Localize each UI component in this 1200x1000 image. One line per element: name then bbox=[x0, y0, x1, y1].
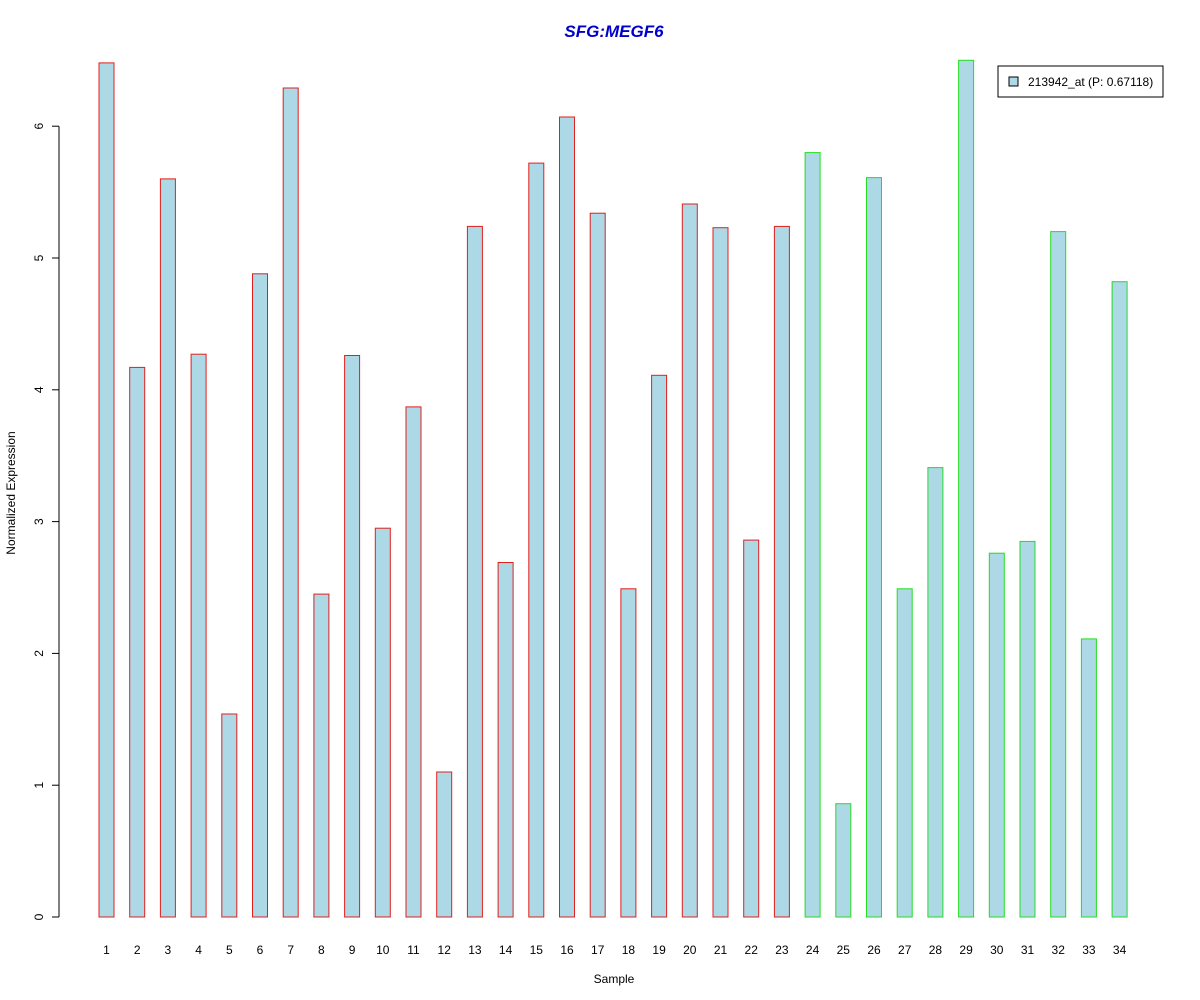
x-tick-label: 2 bbox=[134, 943, 141, 957]
bar-sample-28 bbox=[927, 467, 944, 918]
legend-box bbox=[997, 65, 1164, 98]
x-tick-label: 24 bbox=[806, 943, 820, 957]
bar-sample-31 bbox=[1019, 540, 1036, 918]
bar-sample-13 bbox=[466, 225, 483, 918]
bar-sample-18 bbox=[620, 588, 637, 918]
x-tick-label: 28 bbox=[929, 943, 943, 957]
bar-sample-26 bbox=[866, 177, 882, 918]
bar-sample-10 bbox=[374, 527, 391, 918]
x-tick-labels: 1 2 3 4 5 6 7 8 9 10 11 12 13 14 15 16 17 18 19 20 21 22 23 24 2… bbox=[103, 943, 1126, 957]
bar-sample-1 bbox=[98, 62, 115, 918]
bar-sample-22 bbox=[743, 539, 760, 918]
x-axis-label: Sample bbox=[594, 972, 635, 986]
x-tick-label: 10 bbox=[376, 943, 390, 957]
x-tick-label: 7 bbox=[287, 943, 294, 957]
legend-swatch bbox=[1008, 76, 1019, 87]
y-tick-label: 1 bbox=[32, 782, 46, 789]
x-tick-label: 21 bbox=[714, 943, 728, 957]
legend: 213942_at (P: 0.67118) bbox=[997, 65, 1164, 98]
y-tick-label: 4 bbox=[32, 386, 46, 393]
x-tick-label: 1 bbox=[103, 943, 110, 957]
bar-sample-14 bbox=[497, 562, 514, 918]
bar-sample-4 bbox=[190, 353, 207, 918]
x-tick-label: 15 bbox=[530, 943, 544, 957]
x-tick-label: 32 bbox=[1052, 943, 1066, 957]
x-tick-label: 25 bbox=[837, 943, 851, 957]
x-tick-label: 19 bbox=[652, 943, 666, 957]
bar-sample-19 bbox=[651, 374, 668, 918]
x-tick-label: 29 bbox=[959, 943, 973, 957]
bar-sample-17 bbox=[589, 212, 606, 918]
bar-sample-7 bbox=[282, 87, 299, 918]
bar-sample-15 bbox=[528, 162, 545, 918]
y-axis-label: Normalized Expression bbox=[4, 431, 18, 554]
x-tick-label: 3 bbox=[165, 943, 172, 957]
y-tick-label: 5 bbox=[32, 254, 46, 261]
bar-sample-33 bbox=[1080, 638, 1097, 918]
x-tick-label: 18 bbox=[622, 943, 636, 957]
x-tick-label: 9 bbox=[349, 943, 356, 957]
bar-sample-3 bbox=[159, 178, 176, 918]
chart-title: SFG:MEGF6 bbox=[564, 22, 664, 41]
bar-sample-30 bbox=[988, 552, 1005, 918]
y-tick-label: 0 bbox=[32, 913, 46, 920]
bar-sample-29 bbox=[958, 59, 975, 918]
x-tick-label: 23 bbox=[775, 943, 789, 957]
x-tick-label: 11 bbox=[407, 943, 420, 957]
y-axis: 0 1 2 3 4 5 6 bbox=[32, 123, 60, 920]
x-tick-label: 31 bbox=[1021, 943, 1035, 957]
bar-sample-20 bbox=[681, 203, 698, 918]
bar-sample-8 bbox=[313, 593, 330, 918]
x-tick-label: 33 bbox=[1082, 943, 1096, 957]
bar-sample-11 bbox=[405, 406, 422, 918]
x-tick-label: 8 bbox=[318, 943, 325, 957]
x-tick-label: 4 bbox=[195, 943, 202, 957]
x-tick-label: 5 bbox=[226, 943, 233, 957]
bar-sample-24 bbox=[804, 152, 821, 918]
bar-sample-34 bbox=[1111, 281, 1128, 918]
legend-label: 213942_at (P: 0.67118) bbox=[1028, 75, 1153, 89]
y-tick-label: 6 bbox=[32, 123, 46, 130]
x-tick-label: 13 bbox=[468, 943, 482, 957]
bar-sample-32 bbox=[1050, 231, 1067, 918]
x-tick-label: 20 bbox=[683, 943, 697, 957]
bar-sample-27 bbox=[896, 588, 913, 918]
bar-sample-16 bbox=[559, 116, 575, 918]
x-tick-label: 12 bbox=[438, 943, 452, 957]
bars bbox=[98, 59, 1128, 918]
bar-sample-2 bbox=[129, 366, 146, 918]
x-tick-label: 30 bbox=[990, 943, 1004, 957]
bar-sample-21 bbox=[712, 227, 729, 918]
x-tick-label: 22 bbox=[745, 943, 759, 957]
x-tick-label: 34 bbox=[1113, 943, 1127, 957]
x-tick-label: 27 bbox=[898, 943, 912, 957]
x-tick-label: 6 bbox=[257, 943, 264, 957]
x-tick-label: 14 bbox=[499, 943, 513, 957]
bar-sample-12 bbox=[436, 771, 453, 918]
bar-sample-5 bbox=[221, 713, 238, 918]
bar-sample-25 bbox=[835, 803, 852, 918]
x-tick-label: 26 bbox=[867, 943, 881, 957]
y-tick-label: 2 bbox=[32, 650, 46, 657]
bar-sample-9 bbox=[344, 355, 361, 918]
y-tick-label: 3 bbox=[32, 518, 46, 525]
bar-sample-23 bbox=[773, 225, 790, 918]
x-tick-label: 17 bbox=[591, 943, 605, 957]
bar-sample-6 bbox=[252, 273, 268, 918]
x-tick-label: 16 bbox=[560, 943, 574, 957]
